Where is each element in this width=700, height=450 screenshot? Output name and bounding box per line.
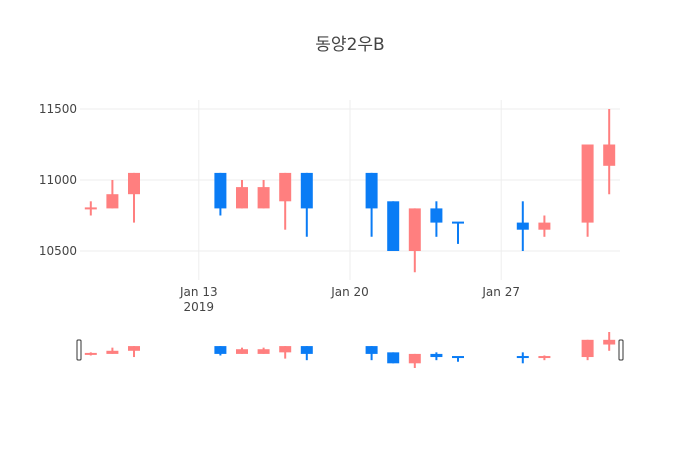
candle-body [387, 201, 400, 251]
candle-body [603, 144, 616, 166]
candle-2019-01-17[interactable] [279, 172, 292, 230]
plot-area[interactable] [84, 109, 616, 273]
candle-body [279, 172, 292, 202]
slider-candle [408, 353, 421, 368]
candle-2019-01-22[interactable] [387, 201, 400, 251]
slider-candle [236, 347, 248, 354]
candle-2019-01-29[interactable] [538, 215, 551, 237]
slider-candle [516, 352, 529, 364]
candle-body [128, 172, 140, 195]
x-tick-label: Jan 27 [481, 285, 520, 299]
gridlines [80, 100, 620, 280]
candle-body [365, 172, 378, 209]
candle-2019-01-10[interactable] [128, 172, 140, 223]
chart-title: 동양2우B [315, 35, 384, 55]
candle-2019-01-08[interactable] [84, 201, 97, 216]
candle-body [236, 187, 248, 209]
slider-candle [365, 346, 378, 361]
y-axis: 10500 11000 11500 [39, 102, 77, 258]
candle-body [214, 172, 227, 209]
candle-body [257, 187, 270, 209]
candle-2019-01-18[interactable] [300, 172, 313, 237]
slider-candle [430, 352, 443, 361]
candle-body [408, 208, 421, 251]
candle-body [538, 222, 551, 230]
candle-2019-01-24[interactable] [430, 201, 443, 237]
x-tick-label: 2019 [184, 300, 215, 314]
candle-body [300, 172, 313, 209]
x-tick-label: Jan 13 [179, 285, 218, 299]
range-slider-left-handle[interactable] [76, 339, 82, 361]
slider-candle [128, 346, 140, 358]
candle-2019-01-23[interactable] [408, 208, 421, 273]
candle-2019-01-28[interactable] [516, 201, 529, 251]
range-slider[interactable] [76, 332, 624, 368]
slider-candle [300, 346, 313, 361]
candle-body [581, 144, 594, 223]
candle-2019-01-15[interactable] [236, 180, 248, 209]
candle-2019-01-16[interactable] [257, 180, 270, 209]
slider-candle [581, 339, 594, 361]
slider-candle [214, 346, 227, 356]
x-tick-label: Jan 20 [330, 285, 369, 299]
y-tick-label: 10500 [39, 244, 77, 258]
candle-2019-01-31[interactable] [581, 144, 594, 237]
slider-candle [279, 346, 292, 359]
candle-body [516, 222, 529, 230]
slider-candle [603, 332, 616, 351]
candle-body [430, 208, 443, 223]
candle-2019-01-09[interactable] [106, 180, 119, 209]
slider-candle [257, 347, 270, 354]
slider-candle [106, 347, 119, 354]
candle-2019-02-01[interactable] [603, 109, 616, 195]
candle-2019-01-21[interactable] [365, 172, 378, 237]
candle-body [106, 194, 119, 209]
slider-candle [538, 355, 551, 361]
y-tick-label: 11000 [39, 173, 77, 187]
y-tick-label: 11500 [39, 102, 77, 116]
candle-body [84, 207, 97, 210]
candle-2019-01-14[interactable] [214, 172, 227, 216]
slider-candle [84, 352, 97, 356]
candle-2019-01-25[interactable] [452, 221, 464, 244]
candle-body [452, 221, 464, 224]
slider-candle [387, 352, 400, 364]
range-slider-right-handle[interactable] [618, 339, 624, 361]
slider-candle [452, 356, 464, 362]
